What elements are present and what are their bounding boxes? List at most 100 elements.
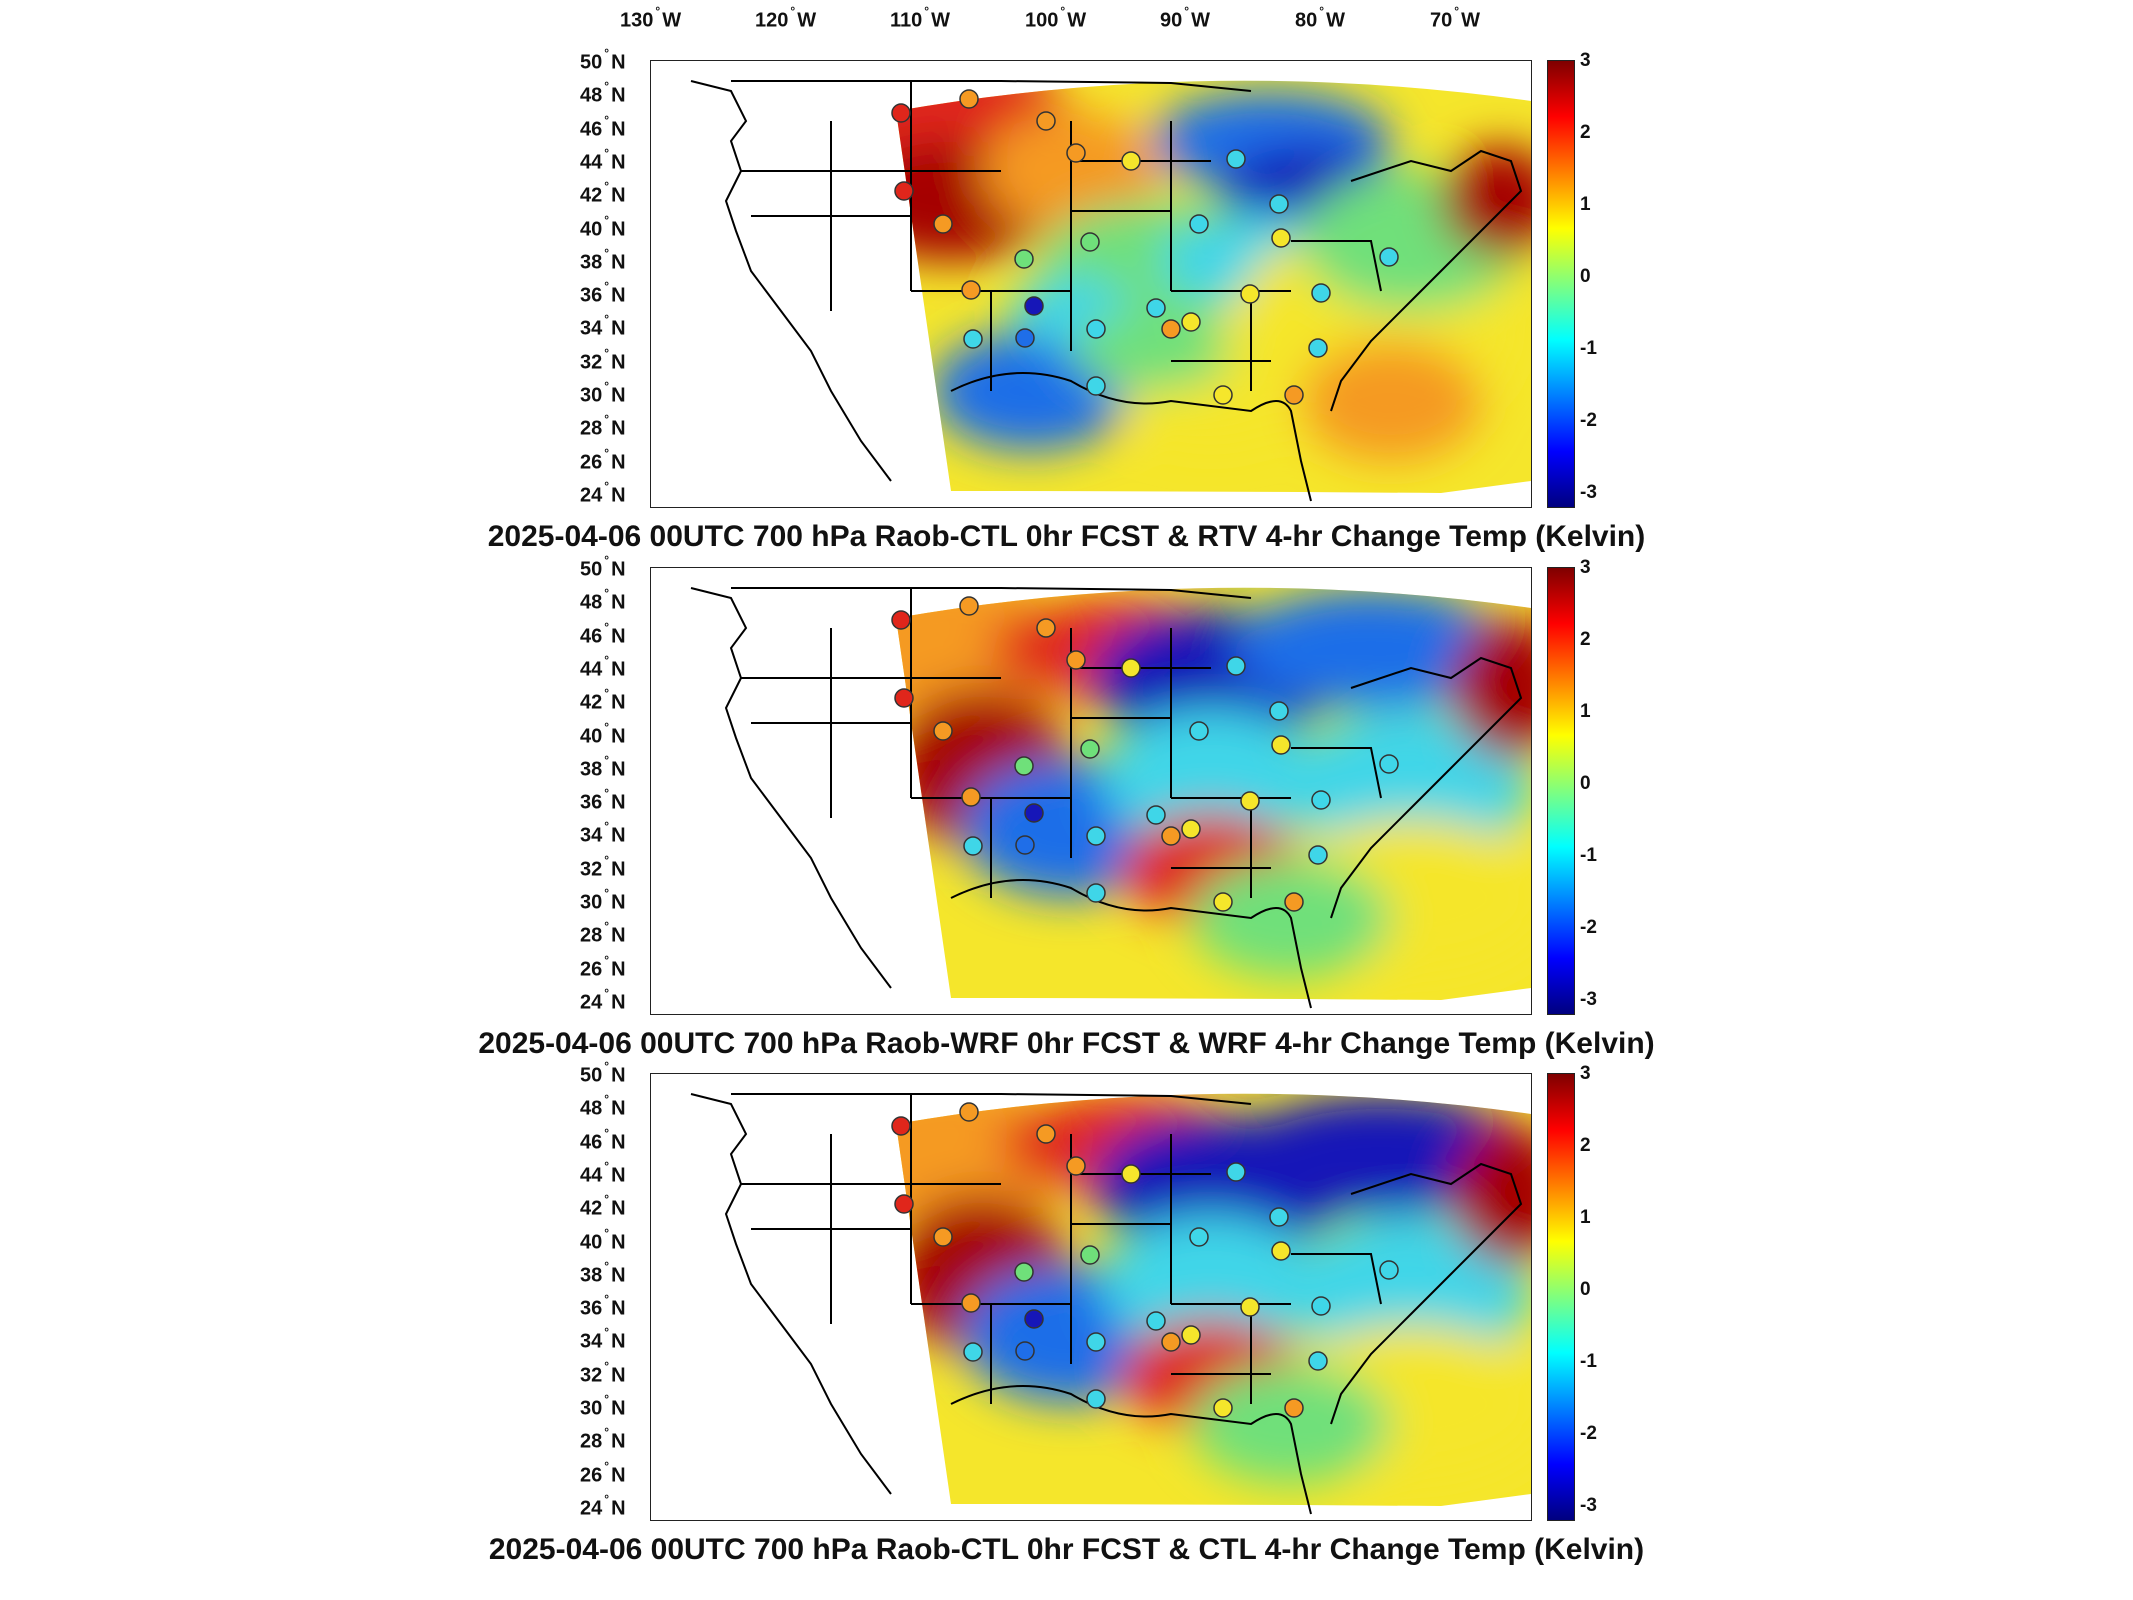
raob-station-marker	[1015, 328, 1035, 348]
longitude-label: 80 ° W	[1295, 4, 1345, 32]
colorbar-tick: -2	[1580, 410, 1597, 431]
colorbar-tick: -3	[1580, 1495, 1597, 1516]
state-boundaries	[690, 80, 1523, 502]
raob-station-marker	[933, 214, 953, 234]
raob-station-marker	[894, 181, 914, 201]
colorbar-tick: 3	[1580, 557, 1591, 578]
boundary-line	[1330, 149, 1523, 412]
raob-station-marker	[1308, 1351, 1328, 1371]
raob-station-marker	[963, 1342, 983, 1362]
raob-station-marker	[1189, 721, 1209, 741]
latitude-label: 26 ° N	[580, 1458, 626, 1487]
raob-station-marker	[1146, 298, 1166, 318]
raob-station-marker	[1024, 1309, 1044, 1329]
raob-station-marker	[1080, 739, 1100, 759]
latitude-label: 44 ° N	[580, 145, 626, 174]
boundary-line	[1171, 747, 1382, 898]
raob-station-marker	[1226, 656, 1246, 676]
field-blob	[1451, 1124, 1531, 1264]
longitude-label: 110 ° W	[890, 4, 950, 32]
raob-station-marker	[961, 280, 981, 300]
raob-station-marker	[1036, 618, 1056, 638]
latitude-label: 40 ° N	[580, 212, 626, 241]
raob-station-marker	[1146, 1311, 1166, 1331]
raob-station-marker	[1181, 312, 1201, 332]
colorbar-tick: -3	[1580, 482, 1597, 503]
longitude-label: 70 ° W	[1430, 4, 1480, 32]
latitude-label: 24 ° N	[580, 1491, 626, 1520]
latitude-label: 32 ° N	[580, 1358, 626, 1387]
map-panel-1: 50 ° N 48 ° N 46 ° N 44 ° N 42 ° N 40 ° N 38 ° N 36 ° N 34 ° N 32 ° N…	[0, 46, 2133, 570]
latitude-label: 40 ° N	[580, 719, 626, 748]
raob-station-marker	[1036, 111, 1056, 131]
raob-station-marker	[1269, 701, 1289, 721]
latitude-label: 50 ° N	[580, 553, 626, 581]
colorbar-tick-labels: 3 2 1 0 -1 -2 -3	[1580, 557, 1620, 1013]
latitude-label: 24 ° N	[580, 985, 626, 1014]
raob-station-marker	[1284, 1398, 1304, 1418]
colorbar-tick: -1	[1580, 845, 1597, 866]
latitude-label: 30 ° N	[580, 1392, 626, 1420]
boundary-line	[1070, 628, 1211, 798]
boundary-line	[1171, 1253, 1382, 1404]
raob-station-marker	[1181, 1325, 1201, 1345]
longitude-label: 130 ° W	[620, 4, 682, 32]
boundary-line	[950, 879, 1312, 1009]
boundary-line	[1330, 1162, 1523, 1425]
latitude-label: 28 ° N	[580, 412, 626, 440]
latitude-label: 48 ° N	[580, 586, 626, 614]
raob-station-marker	[1240, 791, 1260, 811]
raob-station-marker	[1271, 1241, 1291, 1261]
colorbar-tick: 2	[1580, 122, 1591, 143]
latitude-label: 44 ° N	[580, 652, 626, 681]
raob-station-marker	[1311, 1296, 1331, 1316]
colorbar-tick: -2	[1580, 917, 1597, 938]
latitude-label: 32 ° N	[580, 345, 626, 374]
colorbar-tick: 3	[1580, 1063, 1591, 1084]
raob-station-marker	[959, 596, 979, 616]
colorbar-tick: 2	[1580, 629, 1591, 650]
raob-station-marker	[1036, 1124, 1056, 1144]
field-blob	[1301, 341, 1481, 461]
raob-station-marker	[1121, 1164, 1141, 1184]
raob-station-marker	[1161, 1332, 1181, 1352]
raob-station-marker	[1271, 735, 1291, 755]
raob-station-marker	[1014, 249, 1034, 269]
raob-station-marker	[959, 1102, 979, 1122]
raob-station-marker	[933, 1227, 953, 1247]
colorbar-tick: -2	[1580, 1423, 1597, 1444]
latitude-label: 38 ° N	[580, 245, 626, 274]
field-blob	[1451, 618, 1531, 758]
latitude-label: 26 ° N	[580, 445, 626, 474]
raob-station-marker	[891, 610, 911, 630]
raob-station-marker	[1269, 194, 1289, 214]
latitude-label: 42 ° N	[580, 686, 626, 714]
raob-station-marker	[1213, 892, 1233, 912]
colorbar-tick: -1	[1580, 1351, 1597, 1372]
raob-station-marker	[959, 89, 979, 109]
raob-station-marker	[1024, 296, 1044, 316]
colorbar-tick: 0	[1580, 266, 1591, 287]
colorbar-tick: 1	[1580, 194, 1591, 215]
field-blob	[1441, 146, 1531, 256]
colorbar-tick: 3	[1580, 50, 1591, 71]
raob-station-marker	[1014, 756, 1034, 776]
raob-station-marker	[1014, 1262, 1034, 1282]
raob-station-marker	[1284, 892, 1304, 912]
temperature-field	[896, 587, 1531, 1000]
raob-station-marker	[1311, 283, 1331, 303]
raob-station-marker	[891, 1116, 911, 1136]
raob-station-marker	[1226, 149, 1246, 169]
raob-stations	[891, 1102, 1399, 1418]
latitude-label: 46 ° N	[580, 1125, 626, 1154]
raob-station-marker	[1379, 754, 1399, 774]
raob-station-marker	[1379, 1260, 1399, 1280]
field-blob	[896, 1093, 1071, 1234]
longitude-axis-labels: 130 ° W 120 ° W 110 ° W 100 ° W 90 ° W 80 ° W 70 ° W	[0, 0, 2133, 40]
field-blob	[896, 587, 1071, 728]
raob-station-marker	[1284, 385, 1304, 405]
raob-station-marker	[1189, 1227, 1209, 1247]
panel-caption: 2025-04-06 00UTC 700 hPa Raob-WRF 0hr FC…	[478, 1027, 1655, 1060]
raob-station-marker	[1066, 1156, 1086, 1176]
raob-station-marker	[1086, 1389, 1106, 1409]
